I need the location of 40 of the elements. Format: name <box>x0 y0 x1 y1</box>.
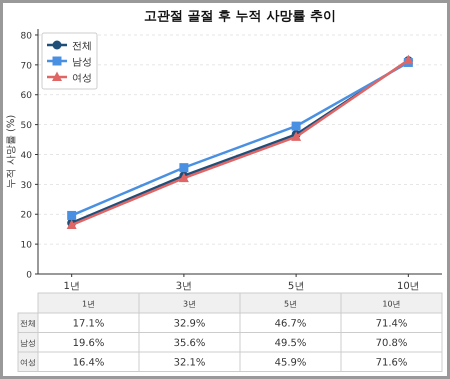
data-label: 32.1% <box>174 358 206 368</box>
point <box>67 210 76 220</box>
text: 전체 <box>20 319 36 328</box>
y-tick-label: 80 <box>20 31 32 42</box>
y-tick-label: 40 <box>20 150 32 161</box>
text: 여성 <box>20 358 36 367</box>
data-label: 71.6% <box>376 358 408 368</box>
data-label: 71.4% <box>376 318 408 330</box>
data-label: 49.5% <box>274 338 306 349</box>
y-tick-label: 20 <box>20 210 32 221</box>
x-tick-label: 1년 <box>63 281 80 292</box>
y-tick-label: 60 <box>20 91 32 102</box>
text: 남성 <box>20 338 36 348</box>
category-label: 1년 <box>82 300 96 308</box>
y-tick-label: 0 <box>26 270 32 280</box>
data-label: 46.7% <box>274 318 306 330</box>
x-tick-label: 10년 <box>396 281 420 292</box>
category-label: 5년 <box>284 300 298 308</box>
legend-label: 전체 <box>72 41 92 52</box>
x-tick-label: 3년 <box>176 281 192 292</box>
category-label: 3년 <box>182 300 196 308</box>
category-label: 10년 <box>382 300 401 308</box>
x-tick-label: 5년 <box>288 281 304 292</box>
data-label: 17.1% <box>72 318 104 330</box>
legend-label: 남성 <box>72 57 92 68</box>
data-label: 32.9% <box>174 318 206 330</box>
data-label: 70.8% <box>376 338 408 349</box>
y-tick-label: 10 <box>20 240 32 251</box>
y-tick-label: 30 <box>20 180 32 191</box>
data-label: 35.6% <box>174 338 206 349</box>
data-label: 45.9% <box>274 358 306 368</box>
chart-title: 고관절 골절 후 누적 사망률 추이 <box>144 9 336 24</box>
y-tick-label: 70 <box>20 61 32 72</box>
data-label: 19.6% <box>72 338 104 349</box>
legend-label: 여성 <box>72 73 92 84</box>
y-tick-label: 50 <box>20 121 32 132</box>
point <box>179 163 188 172</box>
point <box>292 122 301 131</box>
y-axis-title: 누적 사망률 (%) <box>6 114 17 188</box>
data-label: 16.4% <box>72 358 104 368</box>
